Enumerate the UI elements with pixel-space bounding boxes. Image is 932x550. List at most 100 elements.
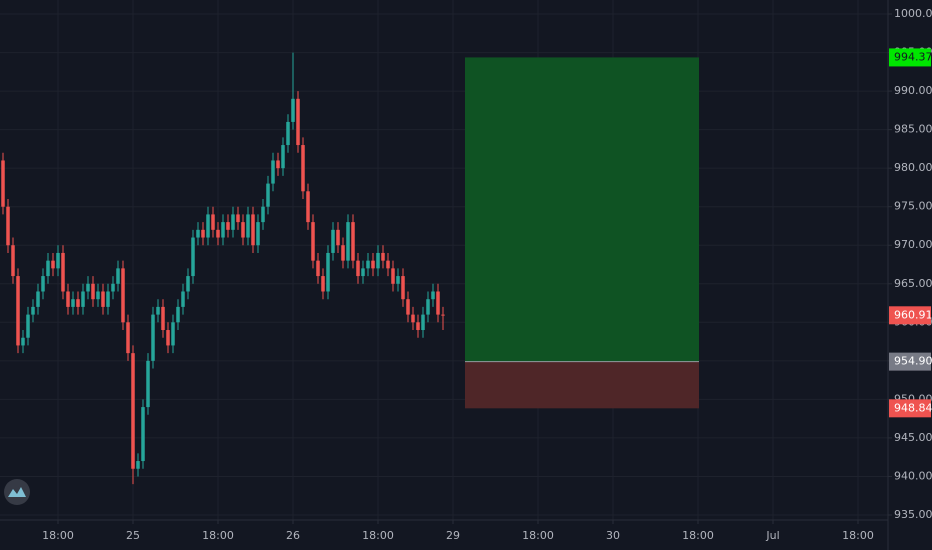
y-tick-label: 965.00 [894,277,932,290]
candle-body [411,314,415,323]
x-tick-label: 18:00 [202,529,234,542]
logo-circle[interactable] [4,479,30,505]
plot-area [1,52,699,485]
candle-body [391,268,395,284]
candle-body [276,160,280,169]
candle-body [306,191,310,223]
candle-body [351,222,355,261]
x-tick-label: 30 [606,529,620,542]
candle-body [111,283,115,292]
candle-body [296,98,300,146]
y-tick-label: 990.00 [894,84,932,97]
candle-body [126,322,130,354]
x-tick-label: 18:00 [842,529,874,542]
candle-body [66,291,70,307]
candle-body [131,353,135,469]
candle-body [271,160,275,184]
candle-body [26,314,30,338]
x-tick-label: Jul [765,529,779,542]
candle-body [6,206,10,246]
candle-body [381,252,385,261]
candle-body [41,276,45,292]
candle-body [436,291,440,315]
x-tick-label: 29 [446,529,460,542]
candle-body [371,260,375,269]
candle-body [416,322,420,331]
candle-body [401,276,405,300]
candle-body [191,237,195,277]
candle-body [161,306,165,331]
candle-body [221,222,225,238]
candle-body [16,276,20,346]
candle-body [336,229,340,246]
price-label-bg [889,352,931,371]
candle-body [356,260,360,277]
candle-body [36,291,40,307]
y-tick-label: 935.00 [894,508,932,521]
candle-body [91,283,95,300]
candle-body [176,306,180,323]
candle-body [101,291,105,307]
candle-body [301,145,305,192]
candle-body [21,337,25,346]
candle-body [116,268,120,284]
candle-body [71,299,75,307]
price-label: 954.90 [894,355,932,368]
x-tick-label: 25 [126,529,140,542]
axes: 935.00940.00945.00950.00955.00960.00965.… [42,7,932,542]
candle-body [396,276,400,284]
candle-body [181,291,185,307]
candle-body [281,145,285,169]
candle-body [421,314,425,331]
candle-body [256,222,260,246]
x-tick-label: 18:00 [522,529,554,542]
x-tick-label: 18:00 [42,529,74,542]
x-tick-label: 18:00 [362,529,394,542]
candle-body [286,121,290,146]
candle-body [76,299,80,307]
price-label-bg [889,48,931,67]
candle-body [346,222,350,261]
candle-body [226,222,230,230]
candle-body [156,306,160,315]
y-tick-label: 970.00 [894,238,932,251]
candle-body [386,260,390,269]
candle-body [261,206,265,223]
price-label: 994.37 [894,50,932,63]
candle-body [81,291,85,307]
candle-body [236,214,240,223]
candle-body [331,229,335,253]
candle-body [231,214,235,230]
candle-body [251,214,255,246]
candle-body [326,252,330,292]
logo-icon[interactable] [8,487,26,497]
candle-body [136,461,140,469]
candle-body [1,160,5,207]
logo[interactable] [4,479,30,505]
candle-body [246,214,250,238]
candle-body [341,245,345,261]
candle-body [201,229,205,238]
x-tick-label: 26 [286,529,300,542]
candle-body [321,276,325,292]
candle-body [31,306,35,315]
candle-body [186,276,190,292]
y-tick-label: 985.00 [894,123,932,136]
candle-body [316,260,320,277]
y-tick-label: 940.00 [894,469,932,482]
y-tick-label: 975.00 [894,200,932,213]
candle-body [141,407,145,462]
y-tick-label: 945.00 [894,431,932,444]
target-zone [465,57,699,362]
candle-body [196,229,200,238]
candle-body [431,291,435,300]
candle-body [311,222,315,261]
price-label-bg [889,399,931,418]
candle-body [146,360,150,408]
candle-body [86,283,90,292]
candle-body [166,330,170,346]
candle-body [121,268,125,323]
candle-body [406,299,410,315]
candle-body [211,214,215,230]
